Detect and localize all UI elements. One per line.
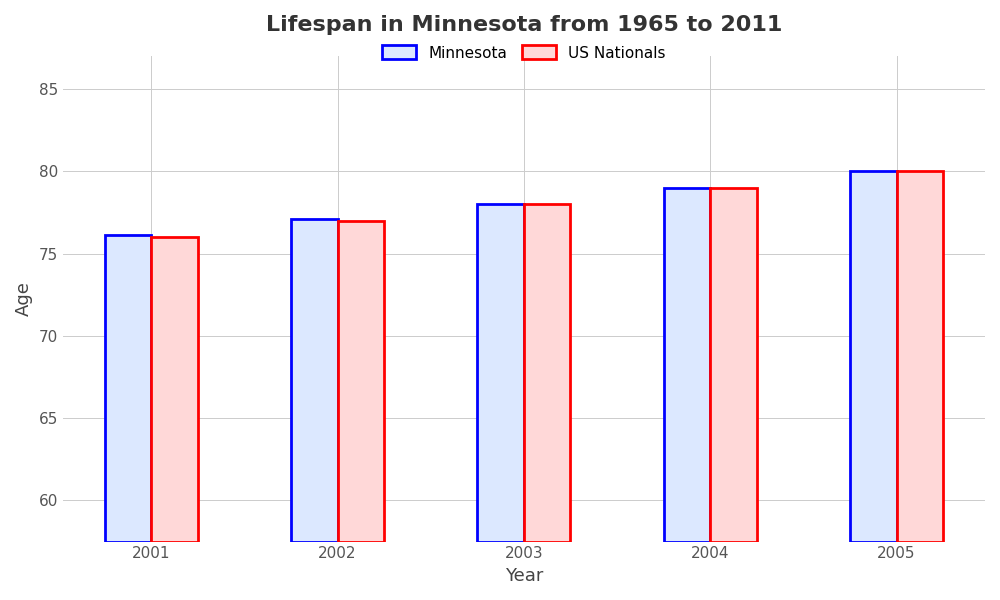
Bar xyxy=(105,235,151,542)
Bar xyxy=(338,221,384,542)
Bar xyxy=(151,237,198,542)
Bar xyxy=(664,188,710,542)
Bar xyxy=(291,219,338,542)
Bar xyxy=(897,171,943,542)
Title: Lifespan in Minnesota from 1965 to 2011: Lifespan in Minnesota from 1965 to 2011 xyxy=(266,15,782,35)
Bar xyxy=(710,188,757,542)
X-axis label: Year: Year xyxy=(505,567,543,585)
Legend: Minnesota, US Nationals: Minnesota, US Nationals xyxy=(376,40,672,67)
Y-axis label: Age: Age xyxy=(15,281,33,316)
Bar xyxy=(477,204,524,542)
Bar xyxy=(524,204,570,542)
Bar xyxy=(850,171,897,542)
